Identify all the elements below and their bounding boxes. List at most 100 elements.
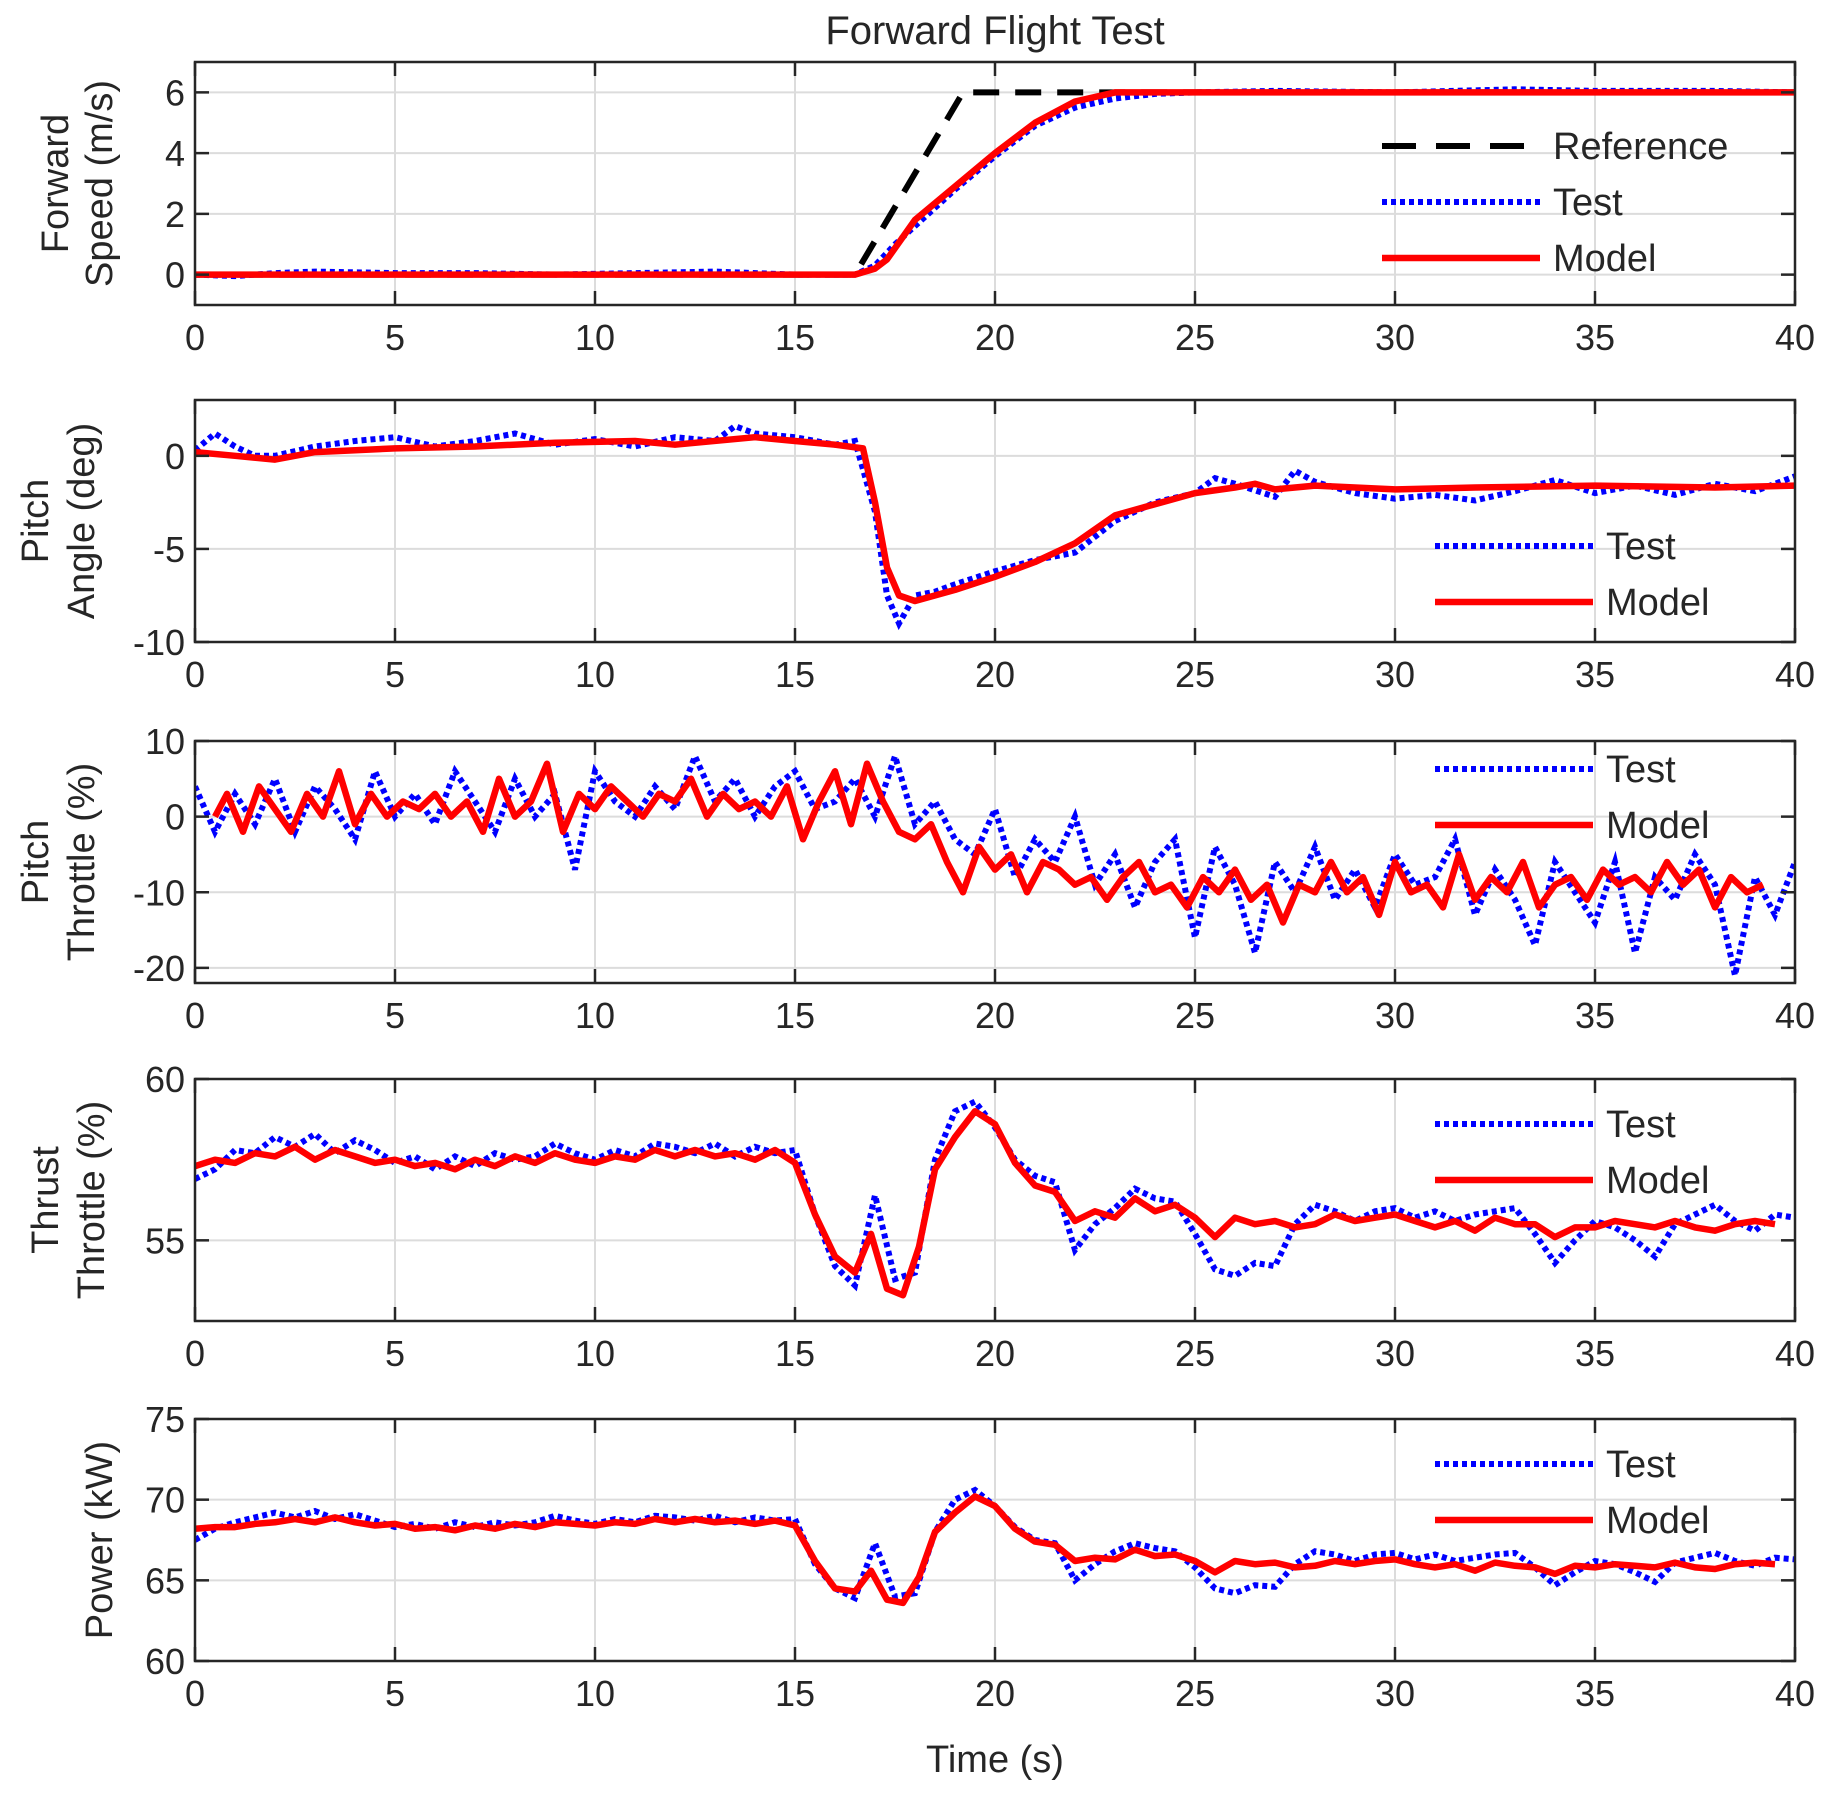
y-axis-label: Thrust (25, 1146, 67, 1254)
legend-label-test: Test (1606, 749, 1676, 791)
x-tick-label: 15 (775, 1333, 815, 1374)
x-tick-label: 10 (575, 1673, 615, 1714)
x-tick-label: 35 (1575, 995, 1615, 1036)
y-axis-label: Throttle (%) (71, 1101, 113, 1299)
subplot-2: 0 5 10 15 20 25 30 35 40 -10 -5 0 Pitch Angle (deg) Te… (15, 398, 1815, 695)
figure-title: Forward Flight Test (825, 9, 1164, 53)
y-axis-label: Angle (deg) (61, 423, 103, 619)
subplot-3: 0 5 10 15 20 25 30 35 40 -20 -10 0 10 Pitch Throttle (… (15, 721, 1815, 1036)
x-tick-label: 35 (1575, 1673, 1615, 1714)
legend-label-model: Model (1606, 582, 1710, 624)
subplot-5: 0 5 10 15 20 25 30 35 40 60 65 70 75 Power (kW) Test Mo… (79, 1399, 1815, 1714)
y-tick-label: 2 (165, 194, 185, 235)
x-axis-label: Time (s) (926, 1739, 1064, 1781)
x-tick-label: 35 (1575, 317, 1615, 358)
legend-label-reference: Reference (1553, 126, 1728, 168)
x-tick-label: 25 (1175, 1333, 1215, 1374)
y-tick-label: 75 (145, 1399, 185, 1440)
x-tick-label: 40 (1775, 995, 1815, 1036)
x-tick-label: 30 (1375, 317, 1415, 358)
x-tick-label: 25 (1175, 995, 1215, 1036)
x-tick-label: 0 (185, 654, 205, 695)
series-model-line (195, 1493, 1776, 1607)
x-tick-label: 5 (385, 1333, 405, 1374)
x-tick-label: 5 (385, 654, 405, 695)
x-tick-label: 10 (575, 317, 615, 358)
series-group (195, 86, 1795, 280)
series-group (195, 746, 1795, 977)
x-tick-label: 10 (575, 1333, 615, 1374)
y-tick-label: 65 (145, 1560, 185, 1601)
legend-label-test: Test (1606, 1444, 1676, 1486)
x-tick-label: 30 (1375, 654, 1415, 695)
y-tick-label: -5 (153, 529, 185, 570)
x-tick-label: 5 (385, 995, 405, 1036)
y-tick-label: 55 (145, 1220, 185, 1261)
legend-label-model: Model (1606, 805, 1710, 847)
series-group (195, 1486, 1795, 1607)
x-tick-label: 30 (1375, 1673, 1415, 1714)
x-tick-label: 25 (1175, 317, 1215, 358)
x-tick-label: 5 (385, 317, 405, 358)
x-tick-label: 25 (1175, 1673, 1215, 1714)
y-axis-label: Pitch (15, 820, 57, 904)
y-axis-label: Pitch (15, 479, 57, 563)
x-tick-label: 0 (185, 995, 205, 1036)
legend: Test Model (1435, 526, 1710, 624)
subplot-4: 0 5 10 15 20 25 30 35 40 55 60 Thrust Throttle (%) Te… (25, 1059, 1815, 1374)
x-tick-label: 20 (975, 995, 1015, 1036)
x-tick-label: 15 (775, 654, 815, 695)
y-axis-label: Speed (m/s) (79, 80, 121, 287)
series-reference-line (195, 89, 1795, 278)
x-tick-label: 5 (385, 1673, 405, 1714)
x-tick-label: 40 (1775, 1333, 1815, 1374)
x-tick-label: 15 (775, 317, 815, 358)
series-group (195, 422, 1795, 631)
x-tick-label: 30 (1375, 1333, 1415, 1374)
x-tick-label: 10 (575, 654, 615, 695)
y-tick-label: 0 (165, 255, 185, 296)
series-model-line (212, 760, 1765, 926)
series-model-line (195, 89, 1795, 278)
y-tick-label: 10 (145, 721, 185, 762)
legend: Reference Test Model (1382, 126, 1728, 280)
series-model-line (195, 433, 1795, 605)
y-tick-label: 4 (165, 133, 185, 174)
legend: Test Model (1435, 1444, 1710, 1542)
series-test-line (195, 746, 1795, 977)
legend-label-test: Test (1606, 526, 1676, 568)
legend-label-test: Test (1606, 1104, 1676, 1146)
y-tick-label: -10 (133, 622, 185, 663)
x-tick-label: 0 (185, 317, 205, 358)
subplot-1: 0 5 10 15 20 25 30 35 40 0 2 4 6 Forward Speed (m/s) Re… (35, 60, 1815, 358)
legend: Test Model (1435, 1104, 1710, 1202)
x-tick-label: 0 (185, 1673, 205, 1714)
y-tick-label: 60 (145, 1641, 185, 1682)
x-tick-label: 40 (1775, 317, 1815, 358)
y-tick-label: 6 (165, 72, 185, 113)
legend-label-model: Model (1606, 1500, 1710, 1542)
y-tick-label: 0 (165, 797, 185, 838)
x-tick-label: 40 (1775, 1673, 1815, 1714)
legend-label-test: Test (1553, 182, 1623, 224)
y-tick-label: 70 (145, 1480, 185, 1521)
y-tick-label: 0 (165, 436, 185, 477)
x-tick-label: 20 (975, 317, 1015, 358)
x-tick-label: 20 (975, 1673, 1015, 1714)
legend-label-model: Model (1553, 238, 1657, 280)
y-tick-label: 60 (145, 1059, 185, 1100)
x-tick-label: 35 (1575, 1333, 1615, 1374)
y-axis-label: Throttle (%) (61, 763, 103, 961)
y-axis-label: Forward (35, 114, 77, 253)
x-tick-label: 20 (975, 654, 1015, 695)
series-group (195, 1097, 1795, 1299)
x-tick-label: 0 (185, 1333, 205, 1374)
x-tick-label: 15 (775, 1673, 815, 1714)
y-tick-label: -10 (133, 872, 185, 913)
x-tick-label: 10 (575, 995, 615, 1036)
x-tick-label: 35 (1575, 654, 1615, 695)
subplot-stack: 0 5 10 15 20 25 30 35 40 0 2 4 6 Forward Speed (m/s) Re… (15, 60, 1815, 1714)
x-tick-label: 15 (775, 995, 815, 1036)
